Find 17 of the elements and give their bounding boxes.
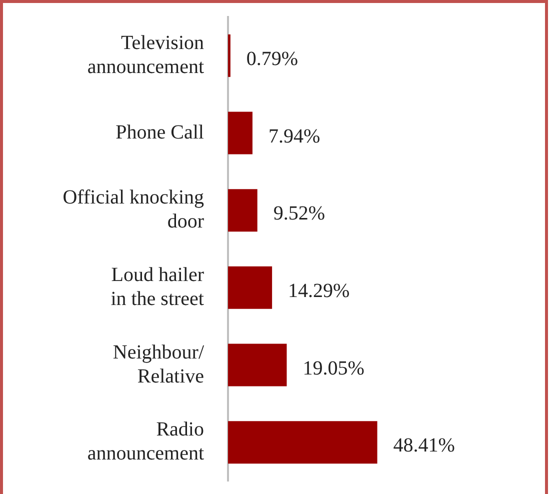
data-label: 7.94% (268, 125, 320, 148)
bar (228, 189, 258, 232)
y-tick-label: Official knocking door (62, 186, 204, 233)
y-tick-label: Television announcement (87, 32, 204, 78)
y-tick-label: Phone Call (116, 121, 204, 144)
y-tick-label: Loud hailer in the street (110, 264, 204, 310)
data-label: 19.05% (302, 357, 364, 380)
data-label: 48.41% (393, 434, 455, 457)
y-tick-label: Radio announcement (87, 418, 204, 465)
bar (228, 421, 378, 464)
bar (228, 344, 287, 386)
y-tick-label: Neighbour/ Relative (112, 341, 204, 388)
data-label: 14.29% (288, 280, 350, 302)
bar (228, 112, 252, 154)
data-label: 9.52% (273, 202, 326, 225)
bar (228, 266, 272, 309)
data-label: 0.79% (246, 48, 298, 70)
